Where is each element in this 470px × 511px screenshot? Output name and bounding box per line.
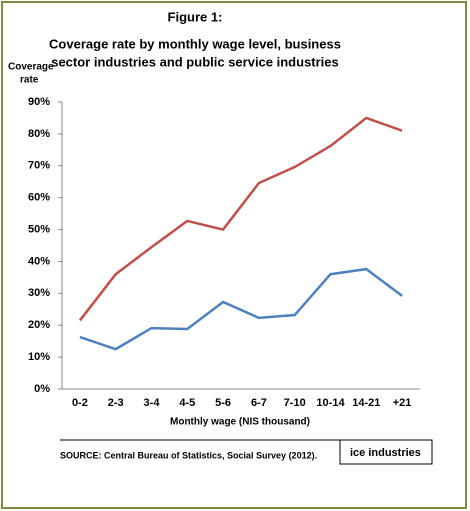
y-tick-label: 40% [28,255,50,267]
y-tick-label: 70% [28,160,50,172]
x-tick-label: 6-7 [251,397,267,409]
x-axis-title: Monthly wage (NIS thousand) [170,417,310,428]
y-tick-label: 20% [28,319,50,331]
x-tick-label: 7-10 [284,397,306,409]
y-tick-label: 0% [34,383,50,395]
x-tick-label: 2-3 [108,397,124,409]
legend-box [339,439,433,465]
series-line [78,116,403,322]
y-tick-label: 80% [28,128,50,140]
x-tick-label: 10-14 [316,397,345,409]
chart-subtitle: sector industries and public service ind… [51,54,339,69]
y-tick-label: 50% [28,223,50,235]
x-tick-label: +21 [393,397,412,409]
y-axis-title: Coverage [8,62,54,73]
x-tick-label: 0-2 [72,397,88,409]
chart-title: Figure 1: [168,9,223,24]
source-note: SOURCE: Central Bureau of Statistics, So… [60,450,317,460]
y-tick-label: 10% [28,351,50,363]
y-axis-title: rate [20,75,39,86]
x-tick-label: 4-5 [179,397,195,409]
chart-subtitle: Coverage rate by monthly wage level, bus… [49,36,341,51]
x-tick-label: 5-6 [215,397,231,409]
x-tick-label: 14-21 [352,397,380,409]
y-tick-label: 30% [28,287,50,299]
y-tick-label: 60% [28,192,50,204]
y-tick-label: 90% [28,96,50,108]
x-tick-label: 3-4 [144,397,161,409]
legend-text: ice industries [350,447,421,459]
series-line [79,267,403,351]
